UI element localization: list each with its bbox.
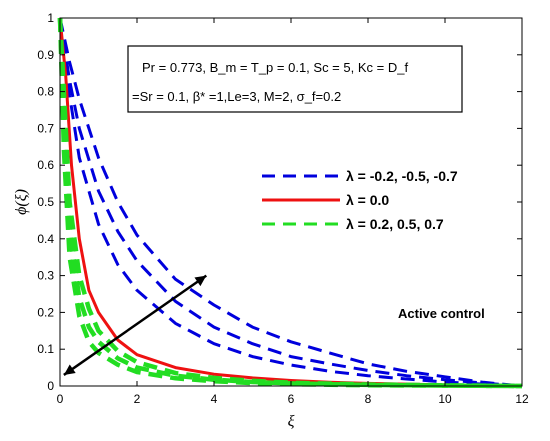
series-line-2 — [58, 17, 523, 388]
annotation-label: Active control — [398, 306, 485, 321]
series-layer — [57, 17, 523, 389]
x-tick-label: 0 — [57, 392, 64, 406]
y-tick-label: 0.6 — [37, 158, 54, 172]
series-line-7 — [57, 17, 523, 389]
y-tick-label: 1 — [47, 11, 54, 25]
x-tick-label: 8 — [365, 392, 372, 406]
x-tick-label: 12 — [515, 392, 529, 406]
x-axis-label: ξ — [288, 413, 295, 430]
y-tick-label: 0.2 — [37, 305, 54, 319]
y-tick-label: 0.3 — [37, 269, 54, 283]
x-tick-label: 6 — [288, 392, 295, 406]
arrow-head-start — [63, 364, 76, 375]
x-tick-label: 4 — [211, 392, 218, 406]
arrow-shaft — [63, 274, 208, 376]
y-tick-label: 0.8 — [37, 85, 54, 99]
y-tick-label: 0.5 — [37, 195, 54, 209]
info-line-2: =Sr = 0.1, β* =1,Le=3, M=2, σ_f=0.2 — [132, 89, 341, 104]
y-tick-label: 0.4 — [37, 232, 54, 246]
ticks-layer: 0 2 4 6 8 10 12 0 0.1 0.2 0.3 0.4 0.5 0.6 0.7 0.8 0.9 1 — [37, 11, 529, 406]
y-tick-label: 0.9 — [37, 48, 54, 62]
legend: λ = -0.2, -0.5, -0.7 λ = 0.0 λ = 0.2, 0.… — [262, 168, 458, 232]
series-line-3 — [58, 17, 523, 388]
legend-label-red: λ = 0.0 — [346, 192, 389, 208]
info-box: Pr = 0.773, B_m = T_p = 0.1, Sc = 5, Kc … — [127, 45, 463, 113]
arrow-head-end — [194, 275, 207, 287]
legend-label-green: λ = 0.2, 0.5, 0.7 — [346, 216, 444, 232]
arrow-layer — [63, 274, 208, 376]
x-tick-label: 2 — [134, 392, 141, 406]
info-box-frame — [127, 45, 463, 113]
info-line-1: Pr = 0.773, B_m = T_p = 0.1, Sc = 5, Kc … — [142, 60, 408, 75]
y-tick-label: 0.1 — [37, 342, 54, 356]
y-tick-label: 0.7 — [37, 121, 54, 135]
x-tick-label: 10 — [438, 392, 452, 406]
y-tick-label: 0 — [47, 379, 54, 393]
series-line-1 — [58, 17, 523, 388]
legend-label-blue: λ = -0.2, -0.5, -0.7 — [346, 168, 458, 184]
y-axis-label: ϕ(ξ) — [13, 189, 30, 215]
series-line-6 — [57, 17, 523, 389]
